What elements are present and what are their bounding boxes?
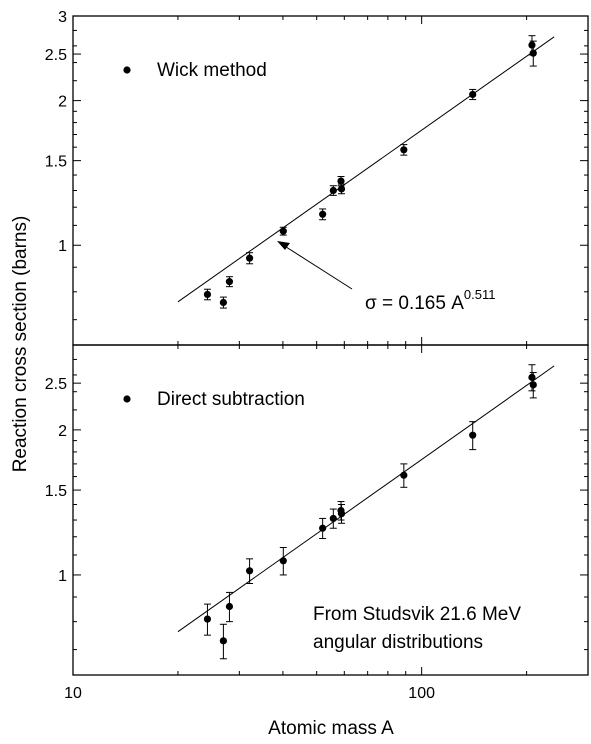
annotation-text: From Studsvik 21.6 MeV [313, 604, 521, 625]
data-point [528, 41, 536, 49]
legend-label: Direct subtraction [157, 389, 305, 410]
y-tick-label: 2.5 [45, 376, 67, 393]
plot-frame [72, 15, 589, 346]
y-tick-label: 3 [58, 9, 67, 26]
y-tick-label: 1 [58, 568, 67, 585]
data-point [337, 185, 346, 193]
y-tick-label: 1.5 [45, 154, 67, 171]
fit-line [177, 365, 555, 633]
data-point [245, 567, 254, 575]
fit-equation-exponent: 0.511 [464, 287, 496, 302]
fit-equation: σ = 0.165 A0.511 [365, 287, 495, 314]
data-point [219, 298, 227, 307]
y-tick-label: 1.5 [45, 483, 67, 500]
legend-marker [123, 66, 131, 74]
data-point [225, 278, 234, 286]
data-point [529, 381, 537, 389]
top-panel: 1 1.5 2 2.5 3 Wick method σ = 0.165 A0.511 [45, 9, 589, 346]
fit-equation-base: σ = 0.165 A [365, 293, 464, 314]
data-point [329, 514, 337, 523]
plot-frame [72, 344, 589, 676]
data-point [337, 510, 346, 518]
legend-marker [123, 395, 131, 403]
y-tick-label: 2.5 [45, 47, 67, 64]
data-point [203, 615, 212, 623]
fit-line [177, 36, 555, 303]
data-point [529, 49, 537, 57]
data-point [337, 177, 345, 185]
data-point [279, 557, 287, 565]
data-point [469, 90, 477, 99]
data-point [400, 146, 408, 154]
legend-label: Wick method [157, 60, 267, 81]
y-axis-title: Reaction cross section (barns) [10, 216, 31, 473]
x-axis-title: Atomic mass A [268, 718, 394, 739]
data-point [245, 254, 254, 262]
x-tick-label: 100 [408, 685, 435, 702]
y-tick-label: 2 [58, 94, 67, 111]
data-point [319, 524, 327, 532]
annotation-text: angular distributions [313, 632, 483, 653]
data-point [469, 431, 477, 439]
data-point [329, 186, 337, 195]
y-tick-label: 2 [58, 423, 67, 440]
data-point [319, 210, 327, 218]
annotation-arrowhead [277, 241, 290, 250]
x-tick-label: 10 [64, 685, 82, 702]
y-tick-label: 1 [58, 238, 67, 255]
data-point [225, 602, 234, 611]
data-point [400, 471, 408, 479]
data-point [279, 227, 287, 235]
annotation-arrow [282, 244, 353, 290]
data-point [219, 637, 227, 645]
data-point [203, 290, 212, 299]
data-point [528, 373, 536, 381]
bottom-panel: 1 1.5 2 2.5 Direct subtraction From Studsvik … [45, 344, 589, 676]
